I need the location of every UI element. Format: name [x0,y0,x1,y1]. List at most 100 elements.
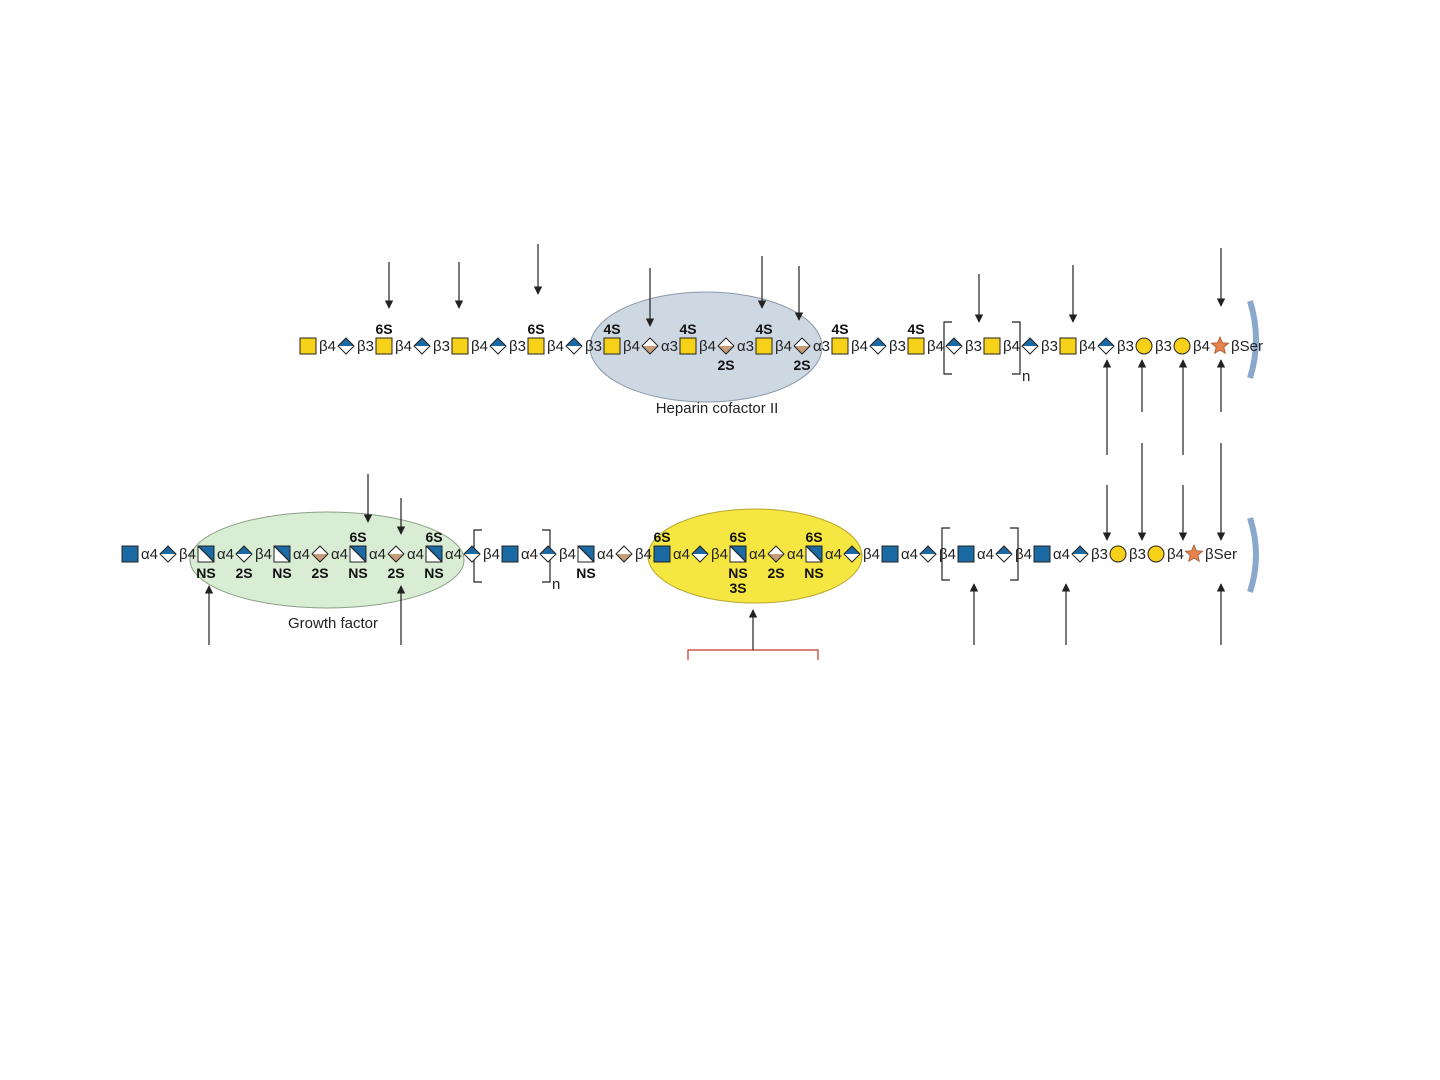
blue-white-split-square-icon [273,545,291,563]
heparin-cofactor-label: Heparin cofactor II [656,400,779,417]
growth-factor-label: Growth factor [288,615,378,632]
residue: β4 [615,545,652,563]
residue: α4 [957,545,994,563]
residue: α4 [501,545,538,563]
sulfation-label: 6S [653,529,670,545]
blue-white-diamond-icon [1021,337,1039,355]
linkage-label: α3 [661,338,678,355]
linkage-label: β3 [889,338,906,355]
residue: β3 [337,337,374,355]
repeat-bracket-right [941,527,1019,581]
blue-white-diamond-icon [235,545,253,563]
yellow-square-icon [603,337,621,355]
linkage-label: α4 [673,546,690,563]
blue-white-diamond-icon [565,337,583,355]
yellow-square-icon [451,337,469,355]
residue: β4 [463,545,500,563]
sulfation-label: 2S [387,565,404,581]
linkage-label: β4 [547,338,564,355]
residue: β4 [1173,337,1210,355]
membrane-bottom [1247,517,1259,593]
linkage-label: β4 [699,338,716,355]
linkage-label: βSer [1205,546,1237,563]
residue: α4 [881,545,918,563]
linkage-label: β3 [433,338,450,355]
sulfation-label: 6S [425,529,442,545]
sulfation-label: 2S [793,357,810,373]
residue: β3 [1097,337,1134,355]
residue: β4 [691,545,728,563]
linkage-label: α3 [737,338,754,355]
linkage-label: α4 [293,546,310,563]
orange-star-icon [1210,335,1230,355]
sulfation-label: NS [576,565,595,581]
linkage-label: β4 [1015,546,1032,563]
blue-white-diamond-icon [1071,545,1089,563]
linkage-label: β3 [1155,338,1172,355]
linkage-label: β4 [483,546,500,563]
sulfation-label: 6S [527,321,544,337]
blue-square-icon [1033,545,1051,563]
linkage-label: β3 [509,338,526,355]
linkage-label: β4 [559,546,576,563]
blue-white-split-square-icon [577,545,595,563]
tan-white-diamond-icon [311,545,329,563]
blue-white-diamond-icon [539,545,557,563]
residue: β3 [1135,337,1172,355]
residue: β4 [159,545,196,563]
blue-white-diamond-icon [489,337,507,355]
blue-square-icon [881,545,899,563]
linkage-label: α4 [521,546,538,563]
yellow-square-icon [375,337,393,355]
repeat-label-middle: n [552,576,560,593]
antithrombin-box [687,649,819,660]
blue-square-icon [501,545,519,563]
sulfation-label: 4S [907,321,924,337]
linkage-label: β3 [1041,338,1058,355]
residue: β4 [1059,337,1096,355]
blue-white-diamond-icon [159,545,177,563]
residue: β3 [413,337,450,355]
blue-white-diamond-icon [1097,337,1115,355]
residue: β4 [919,545,956,563]
membrane-top [1247,300,1259,379]
linkage-label: β4 [863,546,880,563]
residue: β3 [1021,337,1058,355]
sulfation-label: 2S [717,357,734,373]
residue: α3 [641,337,678,355]
sulfation-label: 2S [311,565,328,581]
linkage-label: α4 [331,546,348,563]
sulfation-label: 4S [679,321,696,337]
yellow-square-icon [983,337,1001,355]
linkage-label: β4 [1003,338,1020,355]
tan-white-diamond-icon [717,337,735,355]
residue: β3 [1109,545,1146,563]
residue: β4 [451,337,488,355]
blue-white-split-square-icon [729,545,747,563]
yellow-square-icon [299,337,317,355]
yellow-circle-icon [1109,545,1127,563]
residue: β4 [539,545,576,563]
residue: βSer [1184,543,1237,563]
blue-white-split-square-icon [197,545,215,563]
sulfation-label: NS [424,565,443,581]
linkage-label: β4 [1167,546,1184,563]
linkage-label: β3 [1129,546,1146,563]
residue: β3 [945,337,982,355]
yellow-square-icon [527,337,545,355]
sulfation-label: NS [348,565,367,581]
sulfation-label: 6S [349,529,366,545]
linkage-label: β4 [711,546,728,563]
linkage-label: β4 [851,338,868,355]
